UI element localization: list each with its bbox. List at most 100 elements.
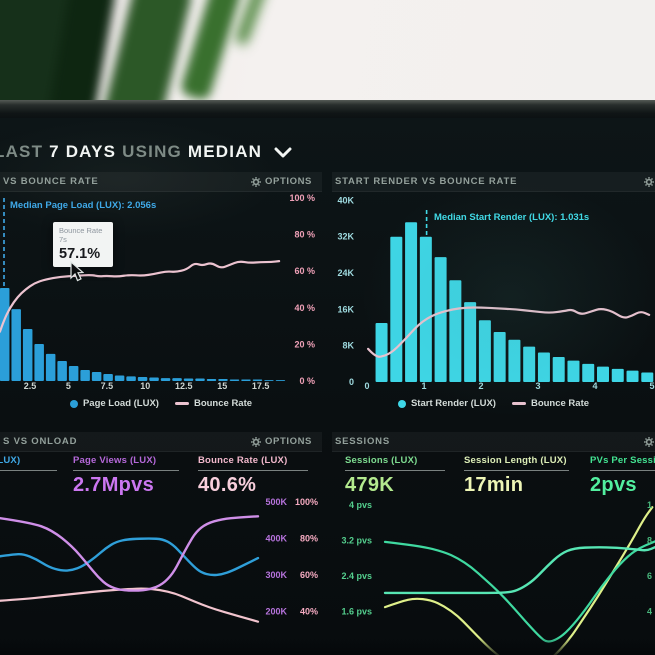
svg-text:2.4 pvs: 2.4 pvs xyxy=(341,571,372,581)
onload-lines-chart[interactable]: 500K 100% 400K 80% 300K 60% 200K 40% xyxy=(0,496,322,655)
legend-line-icon xyxy=(174,402,189,405)
svg-text:3.2 pvs: 3.2 pvs xyxy=(341,536,372,546)
legend-item-bounce-rate[interactable]: Bounce Rate xyxy=(174,398,252,409)
gear-icon xyxy=(251,176,262,187)
svg-text:24K: 24K xyxy=(337,268,354,278)
monitor-bezel xyxy=(0,100,655,120)
svg-text:0: 0 xyxy=(364,381,369,391)
svg-text:8: 8 xyxy=(647,536,652,546)
metric-underline xyxy=(198,470,308,471)
metric-page-views: Page Views (LUX) 2.7Mpvs xyxy=(73,455,179,497)
svg-text:20 %: 20 % xyxy=(294,339,315,349)
svg-text:1: 1 xyxy=(647,500,652,510)
panel-title: S VS ONLOAD xyxy=(3,436,78,447)
metric-underline xyxy=(464,470,569,471)
svg-text:Median Start Render (LUX): 1.0: Median Start Render (LUX): 1.031s xyxy=(434,212,589,223)
svg-text:0: 0 xyxy=(349,377,354,387)
metric-label: (LUX) xyxy=(0,455,21,466)
svg-text:4: 4 xyxy=(592,381,597,391)
metric-underline xyxy=(345,470,445,471)
metric-value: 2.7Mpvs xyxy=(73,474,155,496)
svg-text:40%: 40% xyxy=(300,607,318,617)
svg-text:200K: 200K xyxy=(265,607,287,617)
metric-sessions: Sessions (LUX) 479K xyxy=(345,455,445,497)
svg-text:60%: 60% xyxy=(300,570,318,580)
metric-underline xyxy=(0,470,57,471)
svg-text:10: 10 xyxy=(140,381,150,391)
plant-leaf xyxy=(234,0,270,46)
svg-text:4: 4 xyxy=(647,607,652,617)
svg-text:Median Page Load (LUX): 2.056s: Median Page Load (LUX): 2.056s xyxy=(10,200,156,211)
metric-bounce-rate: Bounce Rate (LUX) 40.6% xyxy=(198,455,308,497)
svg-text:12.5: 12.5 xyxy=(175,381,193,391)
svg-text:17.5: 17.5 xyxy=(252,381,270,391)
plant-leaf xyxy=(179,0,243,102)
tooltip-bin: 7s xyxy=(59,235,67,244)
legend-item-start-render[interactable]: Start Render (LUX) xyxy=(397,398,496,409)
options-button[interactable]: OPTIONS xyxy=(644,432,655,452)
svg-text:5: 5 xyxy=(66,381,71,391)
panel-title: START RENDER VS BOUNCE RATE xyxy=(335,176,518,187)
svg-text:2.5: 2.5 xyxy=(24,381,37,391)
svg-text:80 %: 80 % xyxy=(294,230,315,240)
chevron-down-icon[interactable] xyxy=(274,147,292,158)
legend-dot-icon xyxy=(69,399,78,408)
svg-text:4 pvs: 4 pvs xyxy=(349,500,372,510)
svg-text:100%: 100% xyxy=(295,497,318,507)
svg-text:16K: 16K xyxy=(337,304,354,314)
tooltip-value: 57.1% xyxy=(59,246,101,262)
legend-item-bounce-rate[interactable]: Bounce Rate xyxy=(511,398,589,409)
metric-value: 40.6% xyxy=(198,474,257,496)
metric-underline xyxy=(590,470,655,471)
svg-text:40 %: 40 % xyxy=(294,303,315,313)
options-button[interactable]: OPTIONS xyxy=(251,436,312,447)
title-using: USING xyxy=(122,142,182,161)
svg-text:0 %: 0 % xyxy=(299,376,315,386)
svg-text:100 %: 100 % xyxy=(289,193,315,203)
svg-text:6: 6 xyxy=(647,571,652,581)
svg-text:1.6 pvs: 1.6 pvs xyxy=(341,607,372,617)
page-load-histogram-chart[interactable]: 2.5 5 7.5 10 12.5 15 17.5 0 % 20 % 40 % 60 % 80 % 10… xyxy=(0,192,322,398)
svg-text:15: 15 xyxy=(217,381,227,391)
options-button[interactable]: OPTIONS xyxy=(644,172,655,192)
time-range-selector[interactable]: LAST 7 DAYS USING MEDIAN xyxy=(0,142,292,162)
metric-session-length: Session Length (LUX) 17min xyxy=(464,455,569,497)
panel-header: VS BOUNCE RATE OPTIONS xyxy=(0,172,322,192)
plant-leaf xyxy=(100,0,194,112)
title-range: 7 DAYS xyxy=(49,142,117,161)
panel-title: VS BOUNCE RATE xyxy=(3,176,99,187)
svg-text:1: 1 xyxy=(421,381,426,391)
tooltip-series: Bounce Rate xyxy=(59,226,103,235)
svg-text:300K: 300K xyxy=(265,570,287,580)
svg-text:400K: 400K xyxy=(265,534,287,544)
legend-item-page-load[interactable]: Page Load (LUX) xyxy=(69,398,159,409)
svg-text:7.5: 7.5 xyxy=(101,381,114,391)
svg-text:32K: 32K xyxy=(337,232,354,242)
chart-tooltip: Bounce Rate 7s 57.1% xyxy=(53,222,113,267)
gear-icon xyxy=(644,437,654,447)
svg-text:3: 3 xyxy=(535,381,540,391)
chart-legend: Start Render (LUX) Bounce Rate xyxy=(332,398,655,409)
mouse-cursor xyxy=(70,260,84,282)
metric-value: 17min xyxy=(464,474,524,496)
panel-vs-onload: S VS ONLOAD OPTIONS (LUX) xyxy=(0,432,322,655)
svg-text:60 %: 60 % xyxy=(294,266,315,276)
sessions-lines-chart[interactable]: 4 pvs 3.2 pvs 2.4 pvs 1.6 pvs 1 8 6 4 xyxy=(332,496,655,655)
metric-label: PVs Per Session xyxy=(590,455,655,466)
gear-icon xyxy=(251,436,262,447)
options-label: OPTIONS xyxy=(265,176,312,187)
background-wall xyxy=(0,0,655,112)
panel-header: S VS ONLOAD OPTIONS xyxy=(0,432,322,452)
panel-title: SESSIONS xyxy=(335,436,390,447)
legend-dot-icon xyxy=(397,399,406,408)
svg-text:2: 2 xyxy=(478,381,483,391)
dashboard-screen: LAST 7 DAYS USING MEDIAN VS BOUNCE RATE xyxy=(0,118,655,655)
metric-label: Bounce Rate (LUX) xyxy=(198,455,288,466)
options-button[interactable]: OPTIONS xyxy=(251,176,312,187)
metric-value: 2pvs xyxy=(590,474,637,496)
panel-sessions: SESSIONS OPTIONS Sessions (LU xyxy=(332,432,655,655)
panel-page-load-vs-bounce-rate: VS BOUNCE RATE OPTIONS 2.5 5 7.5 10 12.5 15 xyxy=(0,172,322,432)
start-render-histogram-chart[interactable]: 0 1 2 3 4 5 0 8K 16K 24K 32K 40K Median Start Render… xyxy=(332,192,655,398)
metric-onload: (LUX) xyxy=(0,455,57,474)
